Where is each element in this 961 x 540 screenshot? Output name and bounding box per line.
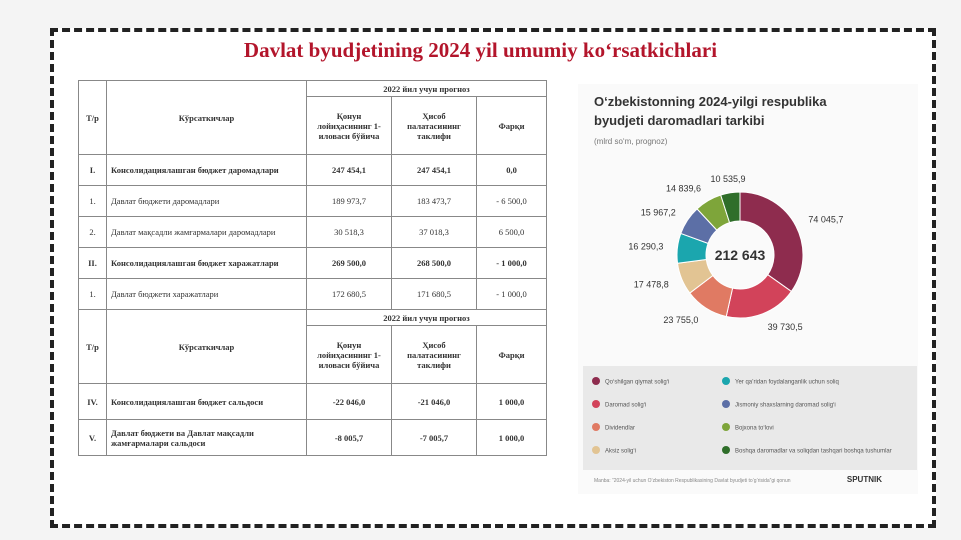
- table-cell: 269 500,0: [306, 247, 392, 279]
- legend-swatch: [722, 446, 730, 454]
- table-cell: II.: [78, 247, 107, 279]
- value-label: 15 967,2: [641, 207, 676, 217]
- donut-slice: [720, 191, 741, 224]
- table-cell: 37 018,3: [391, 216, 477, 248]
- table-cell: Қонун лойиҳасининг 1-иловаси бўйича: [306, 96, 392, 155]
- legend-swatch: [592, 423, 600, 431]
- legend-label: Boshqa daromadlar va soliqdan tashqari b…: [735, 449, 892, 455]
- legend-swatch: [592, 377, 600, 385]
- table-cell: -7 005,7: [391, 419, 477, 456]
- budget-table: Т/р Кўрсаткичлар 2022 йил учун прогноз Қону…: [78, 80, 547, 456]
- table-cell: I.: [78, 154, 107, 186]
- table-cell: 268 500,0: [391, 247, 477, 279]
- donut-slice: [739, 191, 804, 293]
- source: Manba: “2024-yil uchun O‘zbekiston Respu…: [594, 478, 791, 484]
- table-row: V. Давлат бюджети ва Давлат мақсадли жамғ…: [78, 419, 547, 456]
- legend-label: Jismoniy shaxslarning daromad solig‘i: [735, 403, 836, 409]
- value-label: 23 755,0: [663, 315, 698, 325]
- value-label: 16 290,3: [628, 242, 663, 252]
- table-cell: 0,0: [476, 154, 547, 186]
- table-cell: - 6 500,0: [476, 185, 547, 217]
- table-cell: 183 473,7: [391, 185, 477, 217]
- value-label: 17 478,8: [634, 279, 669, 289]
- legend-swatch: [722, 423, 730, 431]
- table-cell: V.: [78, 419, 107, 456]
- legend-swatch: [592, 400, 600, 408]
- table-cell: Давлат бюджети ва Давлат мақсадли жамғар…: [106, 419, 307, 456]
- table-cell: Фарқи: [476, 96, 547, 155]
- table-cell: IV.: [78, 383, 107, 420]
- legend-label: Bojxona to‘lovi: [735, 426, 774, 432]
- logo: SPUTNIK: [847, 475, 882, 484]
- legend-panel: [583, 366, 917, 470]
- table-row: 1. Давлат бюджети даромадлари 189 973,7 183…: [78, 185, 547, 217]
- table-cell: 1 000,0: [476, 419, 547, 456]
- chart-title: O‘zbekistonning 2024-yilgi respublika byu…: [594, 94, 827, 128]
- legend-label: Yer qa’ridan foydalanganlik uchun soliq: [735, 380, 839, 386]
- slide-title: Davlat byudjetining 2024 yil umumiy koʻr…: [243, 38, 718, 62]
- table-cell: 247 454,1: [306, 154, 392, 186]
- table-cell: 6 500,0: [476, 216, 547, 248]
- value-label: 39 730,5: [768, 322, 803, 332]
- table-cell: - 1 000,0: [476, 278, 547, 310]
- legend-label: Qo‘shilgan qiymat solig‘i: [605, 380, 669, 386]
- legend-label: Aksiz solig‘i: [605, 449, 636, 455]
- value-label: 74 045,7: [808, 215, 843, 225]
- legend-swatch: [722, 377, 730, 385]
- legend-label: Daromad solig‘i: [605, 403, 646, 409]
- value-label: 10 535,9: [711, 174, 746, 184]
- table-cell: Т/р: [78, 80, 107, 155]
- table-cell: 247 454,1: [391, 154, 477, 186]
- center-label: 212 643: [715, 247, 766, 263]
- table-cell: Қонун лойиҳасининг 1-иловаси бўйича: [306, 325, 392, 384]
- table-cell: -21 046,0: [391, 383, 477, 420]
- chart-subtitle: (mlrd so‘m, prognoz): [594, 137, 668, 146]
- table-cell: Фарқи: [476, 325, 547, 384]
- table-row: Қонун лойиҳасининг 1-иловаси бўйича Ҳисоб…: [79, 96, 547, 155]
- legend-label: Dividendlar: [605, 426, 635, 432]
- table-cell: Кўрсаткичлар: [106, 309, 307, 384]
- legend-swatch: [722, 400, 730, 408]
- table-row: Т/р Кўрсаткичлар 2022 йил учун прогноз: [78, 309, 547, 384]
- table-cell: 189 973,7: [306, 185, 392, 217]
- value-label: 14 839,6: [666, 184, 701, 194]
- table-row: II. Консолидациялашган бюджет харажатлари…: [78, 247, 547, 279]
- legend-swatch: [592, 446, 600, 454]
